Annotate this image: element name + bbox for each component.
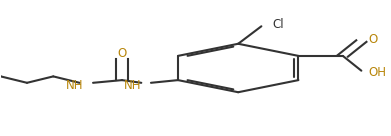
Text: Cl: Cl	[272, 18, 284, 31]
Text: NH: NH	[124, 79, 141, 92]
Text: O: O	[368, 33, 378, 46]
Text: NH: NH	[66, 79, 83, 92]
Text: OH: OH	[368, 66, 386, 78]
Text: O: O	[117, 47, 127, 60]
